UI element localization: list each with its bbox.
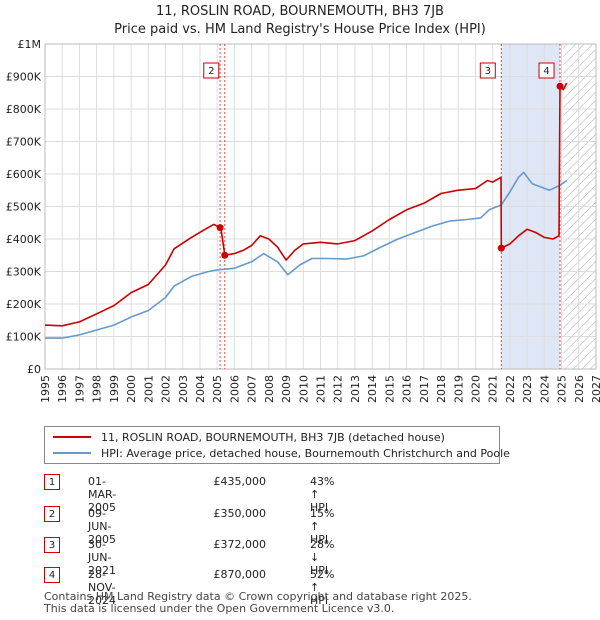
marker-3-label: 3 <box>485 66 491 77</box>
footer-licence: This data is licensed under the Open Gov… <box>44 602 395 615</box>
transaction-date: 09-JUN-2005 <box>88 507 116 546</box>
marker-1-point <box>216 224 224 232</box>
x-tick-label: 1999 <box>108 375 121 403</box>
marker-3-point <box>497 244 505 252</box>
transaction-price: £372,000 <box>213 538 267 551</box>
transaction-date: 01-MAR-2005 <box>88 475 117 514</box>
x-tick-label: 2011 <box>315 375 328 403</box>
x-tick-label: 2007 <box>246 375 259 403</box>
price-chart: £0 £100K £200K £300K £400K £500K £600K £700K £80… <box>6 38 600 403</box>
transaction-date: 30-JUN-2021 <box>88 538 116 577</box>
y-tick-label: £200K <box>6 298 42 311</box>
x-tick-label: 2003 <box>177 375 190 403</box>
x-tick-label: 2026 <box>573 375 586 403</box>
footer: Contains HM Land Registry data © Crown c… <box>44 591 472 615</box>
transaction-number: 3 <box>44 537 60 553</box>
x-tick-label: 1997 <box>73 375 86 403</box>
x-tick-label: 1996 <box>56 375 69 403</box>
x-tick-label: 2017 <box>418 375 431 403</box>
transaction-number: 4 <box>44 567 60 583</box>
chart-legend: 11, ROSLIN ROAD, BOURNEMOUTH, BH3 7JB (d… <box>44 426 510 464</box>
x-tick-label: 2010 <box>297 375 310 403</box>
transaction-hpi: 52% ↑ HPI <box>310 568 335 607</box>
transaction-hpi: 15% ↑ HPI <box>310 507 335 546</box>
x-tick-label: 2023 <box>521 375 534 403</box>
x-tick-label: 2008 <box>263 375 276 403</box>
marker-2-box <box>203 62 220 79</box>
footer-copyright: Contains HM Land Registry data © Crown c… <box>44 590 472 603</box>
x-tick-label: 2016 <box>401 375 414 403</box>
marker-4-point <box>556 82 564 90</box>
x-tick-label: 2022 <box>504 375 517 403</box>
chart-title: 11, ROSLIN ROAD, BOURNEMOUTH, BH3 7JB <box>156 4 444 19</box>
legend-price-swatch <box>53 436 91 438</box>
marker-2-label: 2 <box>208 66 214 77</box>
plot-border <box>44 43 597 370</box>
x-tick-label: 2021 <box>487 375 500 403</box>
x-tick-label: 2013 <box>349 375 362 403</box>
chart-subtitle: Price paid vs. HM Land Registry's House … <box>114 22 486 37</box>
legend-hpi-label: HPI: Average price, detached house, Bour… <box>101 446 510 460</box>
legend-price-label: 11, ROSLIN ROAD, BOURNEMOUTH, BH3 7JB (d… <box>101 430 445 444</box>
y-tick-label: £400K <box>6 233 42 246</box>
transaction-hpi: 43% ↑ HPI <box>310 475 335 514</box>
marker-3-box <box>479 62 496 79</box>
x-tick-label: 2020 <box>469 375 482 403</box>
transaction-number: 2 <box>44 506 60 522</box>
x-tick-label: 2001 <box>142 375 155 403</box>
x-tick-label: 2018 <box>435 375 448 403</box>
x-tick-label: 2025 <box>556 375 569 403</box>
x-tick-label: 2006 <box>228 375 241 403</box>
marker-4-box <box>538 62 555 79</box>
transaction-price: £870,000 <box>213 568 267 581</box>
legend-item-hpi: HPI: Average price, detached house, Bour… <box>53 445 510 461</box>
y-tick-label: £1M <box>18 38 42 51</box>
transaction-hpi: 28% ↓ HPI <box>310 538 335 577</box>
x-tick-label: 2024 <box>538 375 551 403</box>
legend-item-price: 11, ROSLIN ROAD, BOURNEMOUTH, BH3 7JB (d… <box>53 429 445 445</box>
y-tick-label: £600K <box>6 168 42 181</box>
transaction-date: 28-NOV-2024 <box>88 568 116 607</box>
x-tick-label: 2002 <box>160 375 173 403</box>
y-tick-label: £900K <box>6 71 42 84</box>
y-tick-label: £500K <box>6 201 42 214</box>
y-tick-label: £0 <box>27 363 41 376</box>
hpi-line <box>45 171 568 339</box>
x-tick-label: 2014 <box>366 375 379 403</box>
x-tick-label: 2005 <box>211 375 224 403</box>
marker-4-label: 4 <box>543 66 549 77</box>
x-tick-label: 2000 <box>125 375 138 403</box>
y-tick-label: £700K <box>6 136 42 149</box>
x-tick-label: 2009 <box>280 375 293 403</box>
x-tick-label: 2012 <box>332 375 345 403</box>
x-tick-label: 1998 <box>91 375 104 403</box>
x-tick-label: 2004 <box>194 375 207 403</box>
transaction-price: £435,000 <box>213 475 267 488</box>
x-tick-label: 2015 <box>383 375 396 403</box>
transaction-number: 1 <box>44 474 60 490</box>
x-tick-label: 2019 <box>452 375 465 403</box>
y-tick-label: £300K <box>6 266 42 279</box>
y-tick-label: £100K <box>6 331 42 344</box>
legend-hpi-swatch <box>53 452 91 454</box>
price-paid-line <box>44 82 568 327</box>
x-tick-label: 1995 <box>39 375 52 403</box>
y-tick-label: £800K <box>6 103 42 116</box>
x-tick-label: 2027 <box>590 375 600 403</box>
marker-2-point <box>221 251 229 259</box>
transaction-price: £350,000 <box>213 507 267 520</box>
